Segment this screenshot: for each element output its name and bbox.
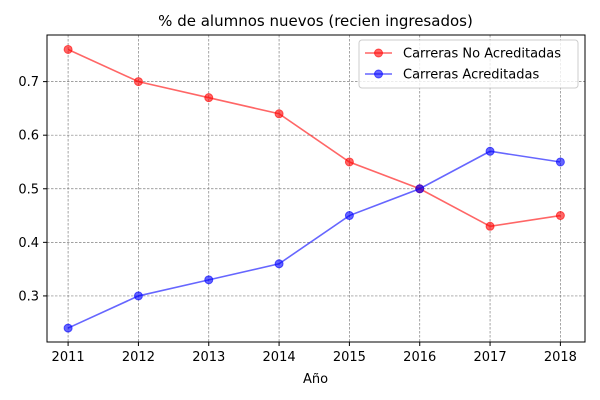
x-axis-label: Año: [303, 372, 328, 387]
data-point: [555, 211, 565, 221]
legend-marker: [374, 48, 383, 58]
x-tick-label: 2012: [122, 350, 155, 365]
series-layer: [63, 44, 565, 333]
x-tick-label: 2014: [263, 350, 296, 365]
legend: Carreras No Acreditadas Carreras Acredita…: [358, 39, 579, 89]
y-tick-label: 0.4: [18, 236, 39, 251]
legend-item: Carreras Acreditadas: [365, 68, 539, 83]
axes: 2011 2012 2013 2014 2015 2016 2017 2018 0.3 0.4 0.…: [18, 75, 577, 365]
series-line: [67, 150, 561, 329]
data-point: [204, 275, 214, 285]
data-point: [133, 291, 143, 301]
data-point: [204, 93, 214, 103]
data-point: [274, 109, 284, 119]
x-tick-label: 2018: [544, 350, 577, 365]
legend-label: Carreras Acreditadas: [403, 68, 539, 83]
y-tick-label: 0.7: [18, 75, 39, 90]
series-2: [63, 146, 565, 333]
y-tick-label: 0.5: [18, 182, 39, 197]
data-point: [485, 146, 495, 156]
y-tick-label: 0.3: [18, 289, 39, 304]
x-tick-label: 2017: [474, 350, 507, 365]
data-point: [344, 211, 354, 221]
y-tick-label: 0.6: [18, 129, 39, 144]
data-point: [344, 157, 354, 167]
legend-box: [358, 39, 579, 89]
data-point: [555, 157, 565, 167]
data-point: [485, 221, 495, 231]
x-tick-label: 2013: [192, 350, 225, 365]
legend-marker: [374, 69, 383, 79]
data-point: [133, 77, 143, 87]
data-point: [63, 323, 73, 333]
data-point: [415, 184, 425, 194]
data-point: [274, 259, 284, 269]
x-tick-label: 2015: [333, 350, 366, 365]
x-tick-label: 2011: [52, 350, 85, 365]
chart-title: % de alumnos nuevos (recien ingresados): [158, 12, 473, 30]
legend-label: Carreras No Acreditadas: [403, 47, 561, 62]
x-tick-label: 2016: [403, 350, 436, 365]
series-line: [67, 48, 561, 228]
legend-item: Carreras No Acreditadas: [365, 47, 561, 62]
data-point: [63, 44, 73, 54]
series-1: [63, 44, 565, 231]
